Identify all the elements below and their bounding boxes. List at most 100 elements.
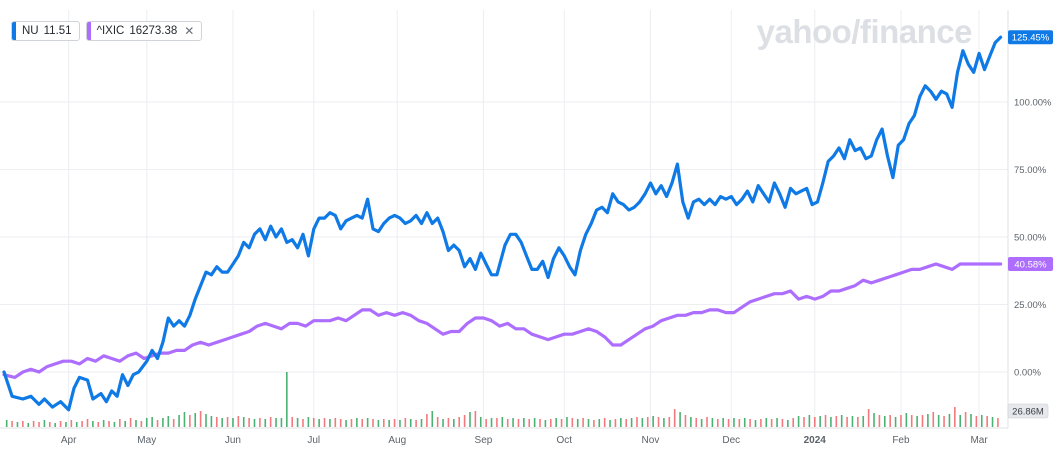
volume-bar [883,416,886,427]
volume-bar [194,413,197,427]
volume-bar [905,413,908,427]
legend-color-swatch [12,22,16,40]
volume-bar [286,372,288,427]
remove-comparison-icon[interactable]: ✕ [184,24,195,38]
x-tick-label: Nov [642,435,660,446]
volume-bar [549,419,552,427]
volume-value-label: 26.86M [1012,407,1044,418]
volume-bar [167,416,170,427]
volume-bar [436,417,439,427]
volume-bar [291,417,294,427]
volume-bar [910,415,913,427]
volume-bar [506,419,509,427]
volume-bar [296,418,299,427]
x-tick-label: Feb [892,435,910,446]
volume-bar [11,421,13,427]
volume-bar [921,415,924,427]
volume-bar [409,419,412,427]
volume-bar [652,416,654,427]
volume-bar [275,418,277,427]
x-tick-label: Mar [970,435,988,446]
volume-bar [458,417,461,427]
volume-bar [646,417,649,427]
volume-bar [770,419,773,427]
volume-bar [339,419,342,427]
volume-bar [954,407,956,427]
volume-bar [302,419,304,427]
volume-bar [620,418,622,427]
volume-bar [485,419,487,427]
volume-bar [27,423,30,427]
volume-bar [259,418,261,427]
volume-bar [566,417,568,427]
volume-bar [970,414,972,427]
volume-bar [377,420,380,427]
volume-bar [129,418,132,427]
volume-bar [38,422,40,427]
volume-bar [442,419,444,427]
volume-bar [490,418,493,427]
volume-bar [916,416,918,427]
volume-bar [894,417,897,427]
x-tick-label: Jun [225,435,241,446]
volume-bar [420,419,423,427]
volume-bar [830,417,832,427]
volume-bar [463,415,466,427]
legend-value: 11.51 [43,25,72,37]
volume-bar [108,421,110,427]
volume-bar [404,418,407,427]
volume-bar [372,419,374,427]
volume-bar [162,418,164,427]
volume-bar [399,420,401,427]
volume-bar [318,419,320,427]
volume-bar [840,415,843,427]
volume-bar [264,419,267,427]
volume-bar [32,421,35,427]
volume-bar [172,419,175,427]
x-tick-label: Oct [556,435,572,446]
volume-bar [889,415,891,427]
volume-bar [706,417,708,427]
volume-bar [743,418,746,427]
series-line-ixic [2,262,1003,379]
volume-bar [964,412,967,427]
legend-chip-ixic[interactable]: ^IXIC 16273.38 ✕ [85,21,203,41]
volume-bar [496,418,498,427]
volume-bar [690,417,692,427]
y-tick-label: 0.00% [1014,368,1041,379]
volume-bar [183,412,186,427]
volume-bar [539,419,541,427]
volume-bar [727,419,730,427]
volume-bar [517,419,520,427]
legend-chip-nu[interactable]: NU 11.51 [11,21,80,41]
volume-bar [5,420,8,427]
volume-bar [210,416,213,427]
volume-bar [792,418,795,427]
x-tick-label: Apr [61,435,77,446]
last-value-labels: 125.45% 40.58% 26.86M [1007,30,1053,419]
y-axis: 0.00% 25.00% 50.00% 75.00% 100.00% [1014,98,1052,379]
volume-bar [307,417,310,427]
volume-bar [393,419,396,427]
last-value-label: 125.45% [1012,33,1050,44]
volume-bar [501,417,504,427]
volume-bar [765,418,768,427]
volume-badge [1007,403,1049,419]
x-tick-label: Jul [307,435,320,446]
volume-bar [431,411,434,427]
volume-bar [113,422,116,427]
volume-bar [937,415,940,427]
volume-bar [857,417,859,427]
x-tick-label: May [137,435,156,446]
volume-bar [415,420,417,427]
volume-bar [334,418,337,427]
volume-bar [711,418,714,427]
volume-bar [587,419,590,427]
volume-bar [22,421,24,427]
volume-bar [959,415,962,427]
volume-bar [700,419,703,427]
last-value-badge [1008,257,1053,271]
volume-bar [221,418,223,427]
volume-bar [695,418,698,427]
